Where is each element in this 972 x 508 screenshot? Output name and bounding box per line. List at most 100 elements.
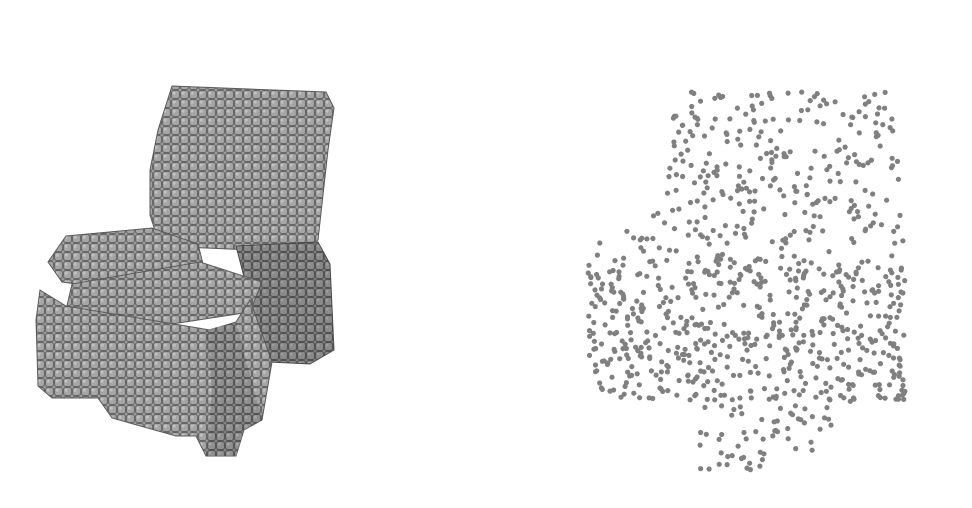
point xyxy=(759,311,765,317)
point xyxy=(672,157,678,163)
point xyxy=(838,392,844,399)
point xyxy=(715,304,722,310)
point xyxy=(695,116,701,122)
point xyxy=(821,153,827,159)
point xyxy=(635,315,641,321)
point xyxy=(687,360,693,366)
point xyxy=(817,329,823,336)
point xyxy=(741,231,748,237)
point xyxy=(698,337,704,343)
point xyxy=(589,300,595,306)
point xyxy=(896,362,902,368)
point xyxy=(787,266,793,272)
point xyxy=(650,235,656,242)
point xyxy=(886,382,893,388)
point xyxy=(668,298,674,304)
point xyxy=(759,457,766,463)
point xyxy=(711,292,717,298)
point xyxy=(638,344,644,350)
point xyxy=(766,373,772,379)
point xyxy=(743,111,749,117)
point xyxy=(830,290,836,296)
point xyxy=(712,116,718,122)
point xyxy=(590,330,596,336)
point xyxy=(761,386,768,392)
point xyxy=(888,292,894,298)
point xyxy=(621,255,627,261)
point xyxy=(752,188,758,194)
point xyxy=(807,229,813,235)
point xyxy=(736,201,742,207)
point xyxy=(687,397,693,403)
point xyxy=(592,304,598,310)
point xyxy=(794,170,801,176)
point xyxy=(894,314,900,320)
point xyxy=(734,290,740,296)
point xyxy=(676,377,682,384)
point xyxy=(787,149,793,155)
point xyxy=(870,369,876,375)
point xyxy=(719,337,726,343)
point xyxy=(730,372,737,378)
point xyxy=(759,175,766,182)
point xyxy=(803,268,809,274)
point xyxy=(598,286,605,292)
point xyxy=(895,295,901,301)
point xyxy=(700,168,707,174)
point xyxy=(756,271,762,277)
point xyxy=(718,392,724,398)
point xyxy=(847,398,853,404)
point xyxy=(767,343,773,349)
point xyxy=(776,328,783,334)
point xyxy=(851,202,858,208)
point xyxy=(839,292,845,299)
point xyxy=(592,369,599,375)
point xyxy=(640,289,647,295)
point xyxy=(754,303,760,309)
point xyxy=(827,397,833,403)
point xyxy=(823,388,830,394)
point xyxy=(709,125,715,131)
point xyxy=(887,267,894,273)
point xyxy=(719,189,725,195)
point xyxy=(650,213,657,219)
point xyxy=(706,151,713,157)
point xyxy=(685,373,691,379)
point xyxy=(781,354,788,360)
point xyxy=(671,139,677,145)
point xyxy=(856,109,862,115)
point xyxy=(778,265,784,271)
point xyxy=(826,416,832,422)
point xyxy=(824,405,830,411)
point xyxy=(880,122,886,128)
point xyxy=(862,114,869,120)
point xyxy=(810,342,816,348)
point xyxy=(629,372,635,378)
point xyxy=(792,200,798,206)
point xyxy=(788,327,794,333)
point xyxy=(767,297,773,303)
point xyxy=(873,299,879,305)
point xyxy=(697,98,704,104)
point xyxy=(719,431,725,438)
point xyxy=(718,450,724,456)
point xyxy=(693,340,699,347)
point xyxy=(796,392,802,398)
point-cloud-render xyxy=(585,89,908,473)
point xyxy=(782,346,788,352)
point xyxy=(747,268,753,274)
point xyxy=(762,118,768,124)
point xyxy=(758,279,765,285)
point xyxy=(801,273,807,279)
point xyxy=(804,191,810,197)
point xyxy=(629,364,635,370)
point xyxy=(693,391,699,397)
point xyxy=(661,325,667,331)
point xyxy=(719,381,725,387)
point xyxy=(855,265,862,271)
point xyxy=(694,254,700,260)
point xyxy=(676,129,682,135)
point xyxy=(664,362,670,369)
point xyxy=(889,116,895,122)
